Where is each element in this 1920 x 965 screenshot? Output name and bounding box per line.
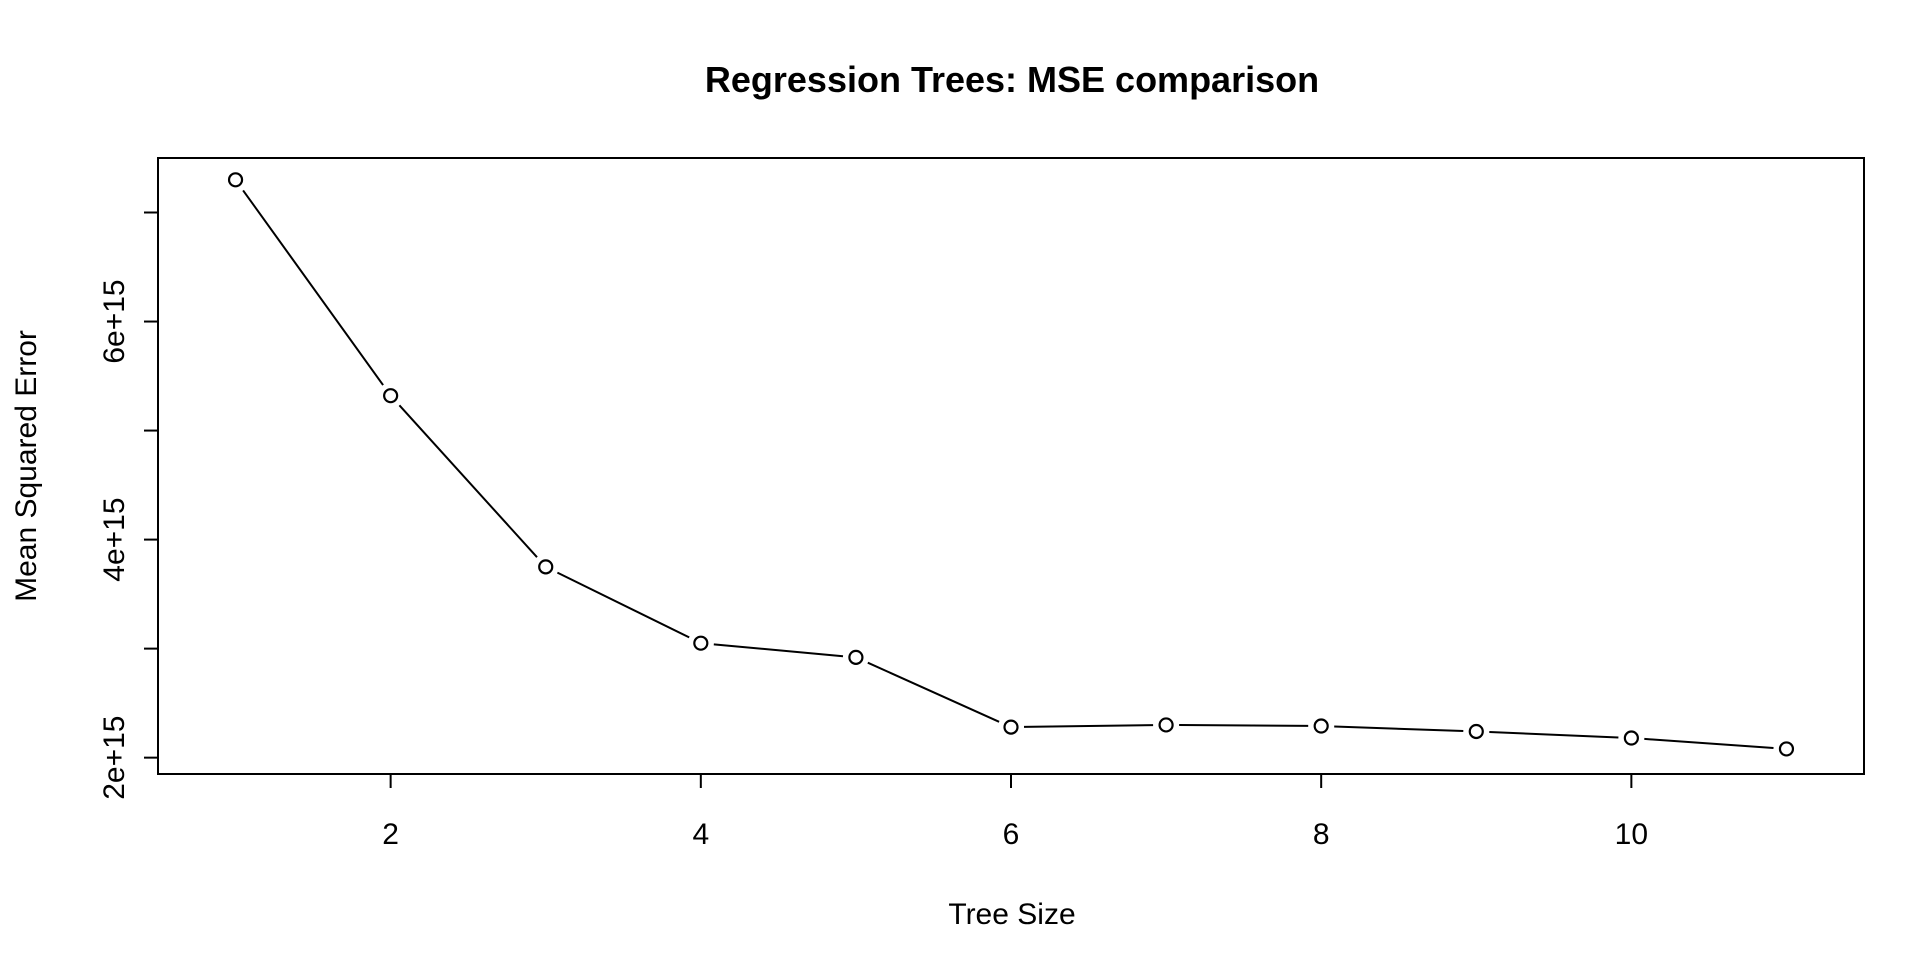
x-tick-label: 2 (382, 818, 399, 851)
data-point (227, 172, 244, 188)
y-tick-label: 4e+15 (98, 497, 131, 581)
data-point (1468, 723, 1484, 740)
data-point (848, 649, 864, 665)
data-point (383, 388, 399, 404)
chart-title: Regression Trees: MSE comparison (705, 59, 1319, 100)
y-axis: 2e+15 4e+15 6e+15 (98, 211, 158, 800)
x-tick-label: 6 (1003, 818, 1020, 851)
x-tick-label: 10 (1615, 818, 1648, 851)
plot-frame (157, 157, 1865, 775)
x-tick-label: 8 (1313, 818, 1330, 851)
y-axis-title: Mean Squared Error (10, 330, 43, 602)
x-tick-label: 4 (692, 818, 709, 851)
data-point (1313, 718, 1329, 734)
data-point (1158, 717, 1174, 733)
data-point (1003, 719, 1019, 735)
x-axis-title: Tree Size (948, 898, 1075, 931)
x-axis: 2 4 6 8 10 (382, 774, 1648, 851)
data-point (693, 635, 709, 651)
y-tick-label: 2e+15 (98, 716, 131, 800)
data-point (1778, 741, 1795, 757)
data-point (538, 559, 554, 575)
y-tick-label: 6e+15 (98, 279, 131, 363)
data-points (227, 172, 1795, 757)
data-point (1623, 730, 1639, 746)
series-line (242, 189, 1774, 749)
